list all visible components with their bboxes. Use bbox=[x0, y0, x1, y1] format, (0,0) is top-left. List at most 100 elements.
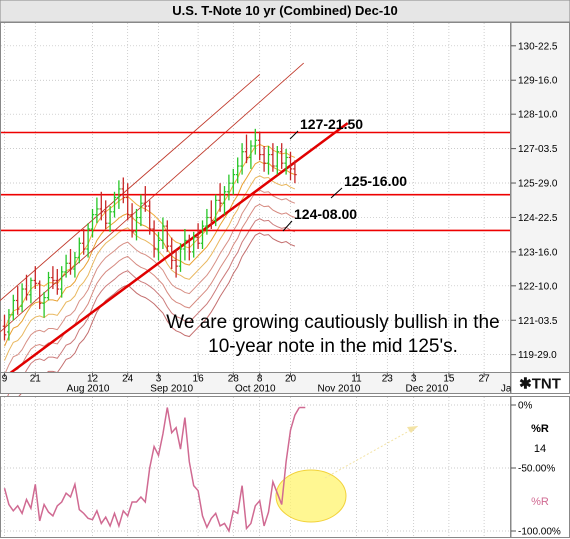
ohlc-bar bbox=[288, 151, 293, 181]
x-day-label: 21 bbox=[30, 374, 42, 385]
ohlc-bar bbox=[134, 208, 139, 241]
tnt-logo: ✱TNT bbox=[519, 376, 561, 393]
y-tick-label: 122-10.0 bbox=[518, 281, 558, 292]
ohlc-bar bbox=[86, 223, 90, 258]
williams-r-line bbox=[3, 407, 300, 534]
main-plot-area bbox=[0, 22, 511, 373]
ohlc-bar bbox=[59, 266, 64, 298]
ohlc-bar bbox=[81, 228, 86, 255]
x-axis-ticks: 9 21 12 24 3 16 28 8 20 11 23 3 15 27 Aug 2010 Sep 2010… bbox=[2, 373, 512, 395]
indicator-gridlines bbox=[1, 397, 510, 537]
indicator-y-tick-label: 0% bbox=[518, 401, 533, 412]
ohlc-bar bbox=[112, 191, 117, 218]
ohlc-bar bbox=[15, 286, 20, 315]
ohlc-bar bbox=[187, 234, 192, 261]
ohlc-bar bbox=[244, 134, 249, 164]
x-day-label: 23 bbox=[382, 374, 394, 385]
ohlc-bar bbox=[209, 200, 214, 229]
ohlc-bar bbox=[253, 128, 258, 155]
x-day-label: 27 bbox=[479, 374, 491, 385]
x-day-label: 11 bbox=[351, 374, 362, 385]
ohlc-bar bbox=[64, 254, 68, 278]
ohlc-bar bbox=[125, 183, 130, 221]
annotation-pointer bbox=[289, 130, 299, 140]
ohlc-bar bbox=[2, 314, 7, 341]
ohlc-bar bbox=[143, 186, 148, 212]
x-day-label: 9 bbox=[2, 374, 8, 385]
level-label: 127-21.50 bbox=[300, 116, 363, 132]
ohlc-bar bbox=[37, 280, 42, 310]
y-axis-ticks: 130-22.5 129-16.0 128-10.0 127-03.5 125-29.0… bbox=[511, 41, 558, 361]
indicator-period: 14 bbox=[534, 443, 546, 455]
x-day-label: 28 bbox=[228, 374, 240, 385]
y-tick-label: 128-10.0 bbox=[518, 110, 558, 121]
main-gridlines bbox=[1, 23, 510, 372]
ohlc-bar bbox=[77, 237, 82, 264]
x-day-label: 12 bbox=[87, 374, 99, 385]
indicator-y-axis-ticks: -100.00% -50.00% 0% bbox=[511, 401, 561, 538]
highlight-ellipse bbox=[275, 469, 347, 523]
indicator-y-axis-panel bbox=[510, 396, 570, 538]
y-axis-panel bbox=[510, 22, 570, 373]
williams-r-series bbox=[3, 406, 306, 534]
chart-title: U.S. T-Note 10 yr (Combined) Dec-10 bbox=[172, 3, 397, 18]
y-tick-label: 130-22.5 bbox=[518, 41, 558, 52]
indicator-series-label: %R bbox=[531, 496, 549, 508]
ohlc-bar bbox=[51, 266, 55, 290]
ohlc-bar bbox=[231, 168, 236, 195]
ohlc-bar bbox=[161, 217, 165, 249]
ohlc-bar bbox=[24, 274, 29, 301]
y-tick-label: 121-03.5 bbox=[518, 316, 558, 327]
ohlc-bar bbox=[200, 220, 205, 249]
indicator-y-tick-label: -100.00% bbox=[518, 527, 561, 538]
comment-line-1: We are growing cautiously bullish in the bbox=[166, 312, 499, 333]
ohlc-bar bbox=[33, 266, 38, 290]
ohlc-bar bbox=[178, 243, 183, 272]
indicator-y-tick-label: -50.00% bbox=[518, 464, 555, 475]
ohlc-bar bbox=[183, 228, 187, 261]
ohlc-bar bbox=[169, 237, 174, 270]
ohlc-bar bbox=[262, 146, 266, 172]
trend-line bbox=[0, 74, 260, 301]
trend-line bbox=[0, 122, 349, 382]
ohlc-bar bbox=[196, 223, 200, 249]
ohlc-bar bbox=[73, 251, 77, 278]
ohlc-bar bbox=[191, 231, 196, 258]
ohlc-bar bbox=[284, 148, 288, 175]
x-day-label: 24 bbox=[122, 374, 134, 385]
ohlc-bar bbox=[90, 208, 95, 238]
level-label: 124-08.00 bbox=[294, 206, 357, 222]
annotation-pointer bbox=[330, 187, 343, 199]
x-day-label: 8 bbox=[257, 374, 263, 385]
annotation-pointer bbox=[282, 220, 293, 232]
ohlc-bar bbox=[227, 174, 231, 201]
ohlc-bar bbox=[29, 277, 33, 304]
ohlc-bar bbox=[11, 294, 16, 321]
indicator-plot-area bbox=[0, 396, 511, 538]
ohlc-bar bbox=[95, 197, 99, 224]
ohlc-bar bbox=[213, 194, 218, 227]
ohlc-bar bbox=[156, 231, 161, 261]
x-day-label: 20 bbox=[285, 374, 297, 385]
ohlc-bar bbox=[20, 283, 24, 312]
ohlc-bar bbox=[174, 248, 178, 278]
y-tick-label: 123-16.0 bbox=[518, 247, 558, 258]
x-day-label: 16 bbox=[193, 374, 205, 385]
svg-text:✱TNT: ✱TNT bbox=[519, 376, 561, 393]
ohlc-bar bbox=[7, 309, 11, 341]
x-day-label: 15 bbox=[443, 374, 455, 385]
y-tick-label: 125-29.0 bbox=[518, 179, 558, 190]
x-day-label: 3 bbox=[411, 374, 417, 385]
level-label: 125-16.00 bbox=[344, 173, 407, 189]
ohlc-bar bbox=[108, 206, 112, 232]
moving-average-line bbox=[4, 218, 296, 404]
projection-dotted-line bbox=[324, 425, 419, 479]
ohlc-bar bbox=[55, 269, 60, 295]
y-tick-label: 129-16.0 bbox=[518, 76, 558, 87]
moving-average-line bbox=[4, 175, 296, 361]
ohlc-bar bbox=[147, 200, 152, 235]
x-month-label: Nov 2010 bbox=[317, 384, 360, 395]
x-month-label: Ja bbox=[501, 384, 512, 395]
